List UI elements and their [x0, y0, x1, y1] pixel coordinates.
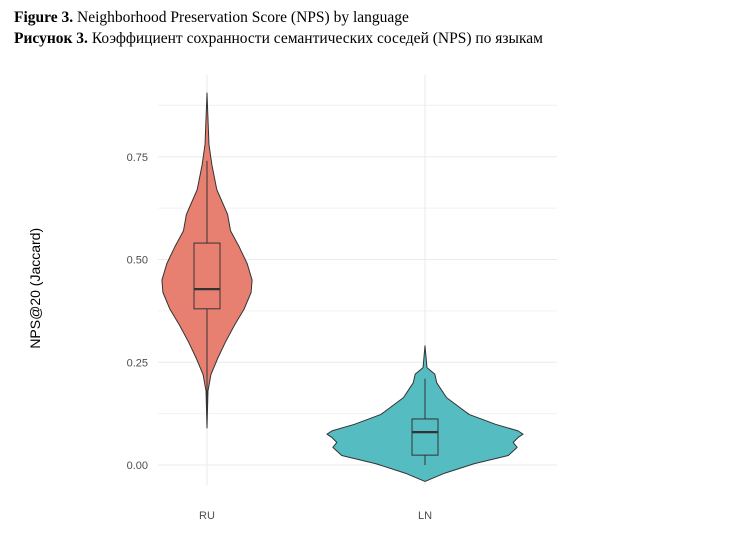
y-axis-label: NPS@20 (Jaccard): [27, 228, 43, 349]
figure-title: Neighborhood Preservation Score (NPS) by…: [73, 9, 409, 26]
figure-title-ru: Коэффициент сохранности семантических со…: [87, 30, 543, 47]
y-tick-label: 0.50: [127, 255, 148, 267]
caption-russian: Рисунок 3. Коэффициент сохранности семан…: [14, 30, 543, 48]
figure-label: Figure 3.: [14, 9, 74, 26]
box-ln: [411, 418, 439, 456]
box-ru: [193, 242, 221, 310]
x-tick-label: LN: [418, 510, 432, 522]
figure-label-ru: Рисунок 3.: [14, 30, 88, 47]
y-tick-label: 0.75: [127, 152, 148, 164]
y-tick-label: 0.00: [127, 460, 148, 472]
caption-english: Figure 3. Neighborhood Preservation Scor…: [14, 9, 409, 27]
y-tick-label: 0.25: [127, 357, 148, 369]
x-tick-label: RU: [199, 510, 215, 522]
